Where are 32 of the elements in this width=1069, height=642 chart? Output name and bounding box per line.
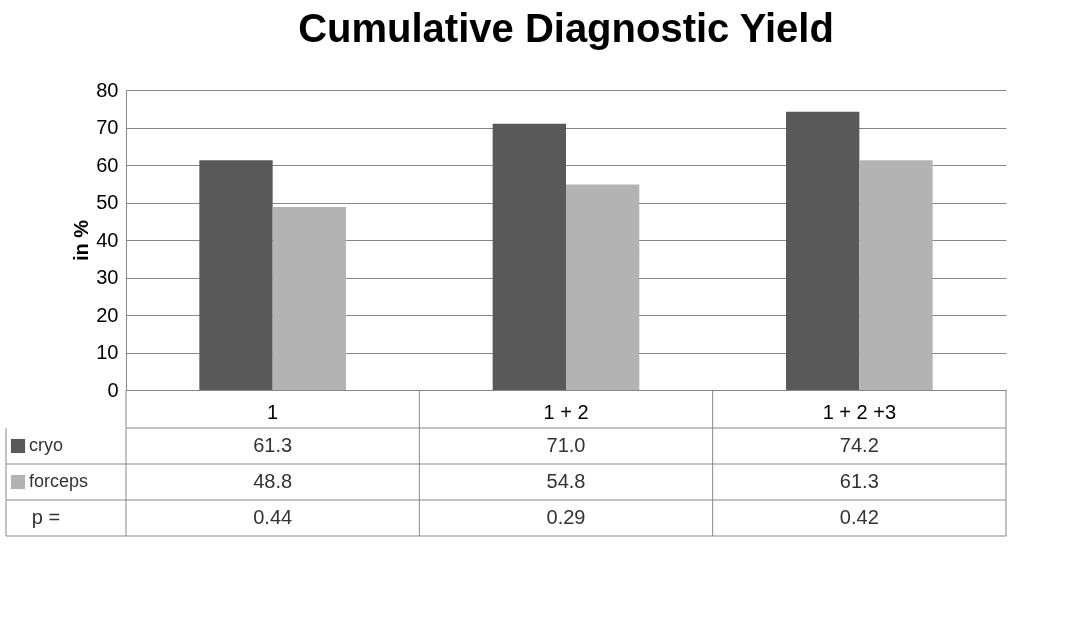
chart-title: Cumulative Diagnostic Yield [298,6,834,50]
y-tick-label: 10 [96,341,119,363]
bar [859,160,933,390]
x-tick-label: 1 + 2 +3 [822,400,897,423]
text: 0.42 [839,506,879,528]
bar [492,123,566,390]
data-label: 61.3 [253,434,293,456]
bar [199,160,273,390]
y-tick-label: 60 [96,153,119,176]
bar [272,207,346,390]
text: 0.29 [546,506,586,528]
data-label: 48.8 [253,470,293,492]
y-tick-label: 40 [96,228,119,251]
legend-label: cryo [29,435,64,455]
text: p = [31,506,61,528]
x-tick-label: 1 [267,400,279,423]
data-label: 54.8 [546,470,586,492]
y-tick-label: 30 [96,266,119,288]
bar [566,184,640,390]
y-tick-label: 20 [96,303,119,326]
data-label: 74.2 [839,434,879,456]
data-label: 61.3 [839,470,879,492]
data-label: 71.0 [546,434,586,456]
y-tick-label: 80 [96,78,119,101]
y-tick-label: 0 [107,378,119,401]
bar [786,111,860,390]
y-tick-label: 70 [96,116,119,138]
x-tick-label: 1 + 2 [543,400,589,423]
legend-label: forceps [29,471,89,491]
text: 0.44 [253,506,293,528]
y-axis-title: in % [70,219,93,262]
y-tick-label: 50 [96,191,119,213]
